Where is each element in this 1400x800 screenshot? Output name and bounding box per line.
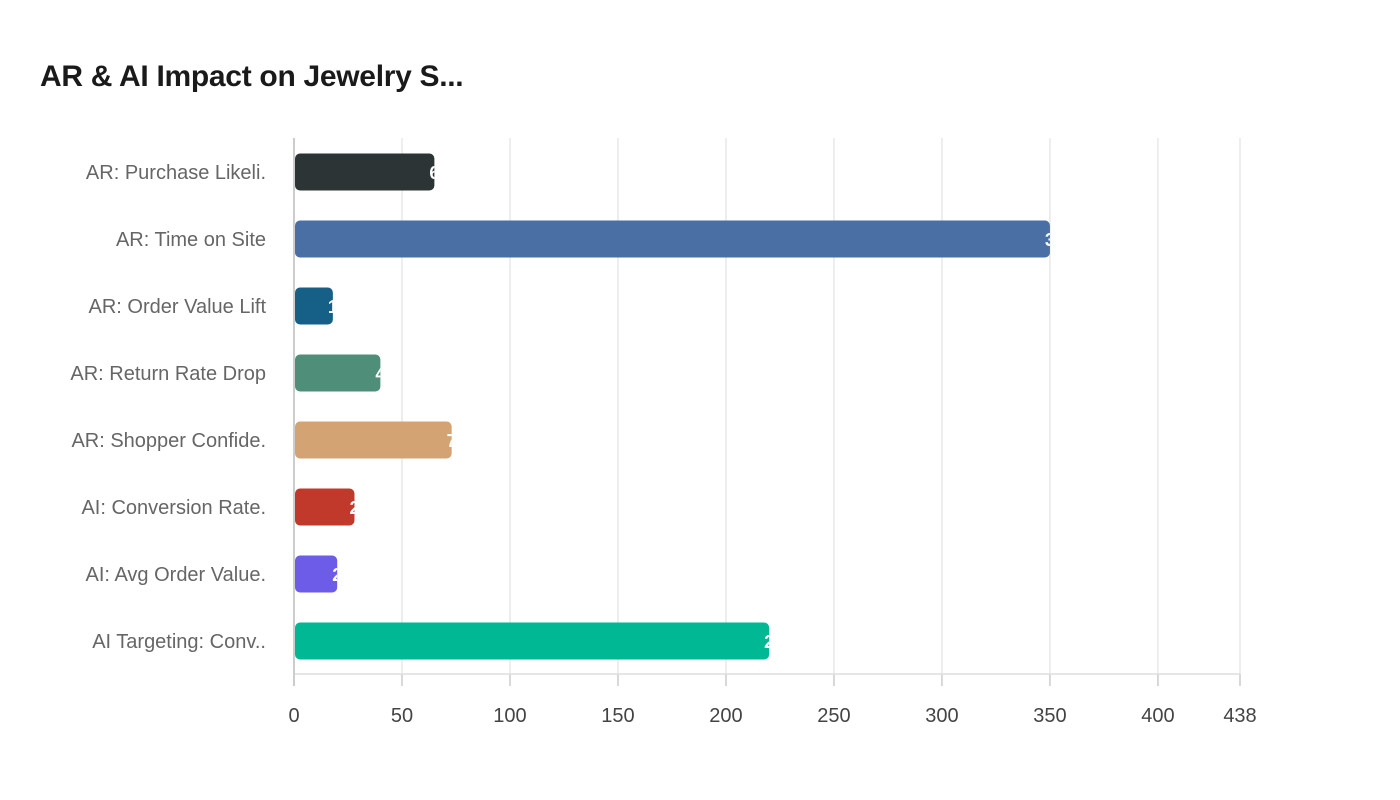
x-tick-label: 250 (817, 705, 850, 727)
data-label: 350 (1045, 230, 1075, 250)
data-label: 65 (429, 163, 449, 183)
x-tick-label: 100 (493, 705, 526, 727)
x-tick-label: 438 (1223, 705, 1256, 727)
data-label: 220 (764, 632, 794, 652)
category-label: AI Targeting: Conv.. (92, 631, 266, 653)
data-label: 40 (375, 364, 395, 384)
bar (295, 555, 338, 593)
category-label: AI: Conversion Rate. (81, 497, 266, 519)
bar (295, 354, 381, 392)
x-tick-label: 400 (1141, 705, 1174, 727)
bar (295, 488, 355, 526)
bar (295, 287, 333, 325)
category-label: AI: Avg Order Value. (86, 564, 266, 586)
category-label: AR: Return Rate Drop (70, 363, 266, 385)
data-label: 20 (332, 565, 352, 585)
bar (295, 622, 770, 660)
data-label: 18 (328, 297, 348, 317)
x-tick-label: 200 (709, 705, 742, 727)
bar (295, 220, 1050, 258)
x-tick-label: 150 (601, 705, 634, 727)
data-label: 28 (349, 498, 369, 518)
chart-title: AR & AI Impact on Jewelry S... (40, 60, 464, 93)
category-label: AR: Order Value Lift (89, 296, 267, 318)
x-tick-label: 50 (391, 705, 413, 727)
x-tick-label: 350 (1033, 705, 1066, 727)
x-tick-label: 0 (288, 705, 299, 727)
category-label: AR: Purchase Likeli. (86, 162, 266, 184)
category-label: AR: Shopper Confide. (71, 430, 266, 452)
x-tick-label: 300 (925, 705, 958, 727)
data-label: 73 (447, 431, 467, 451)
bar (295, 153, 435, 191)
bar (295, 421, 452, 459)
category-label: AR: Time on Site (116, 229, 266, 251)
